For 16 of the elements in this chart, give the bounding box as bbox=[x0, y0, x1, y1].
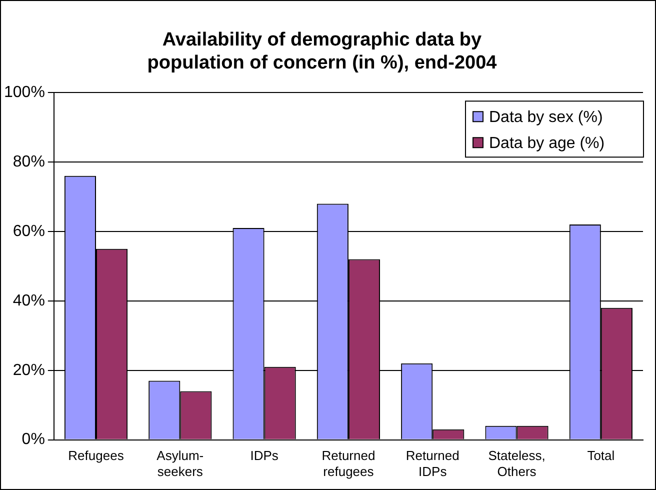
x-tick-label: Stateless, Others bbox=[488, 448, 546, 479]
chart-title: Availability of demographic data by population of concern (in %), end-2004 bbox=[147, 30, 498, 74]
y-tick-label: 100% bbox=[4, 84, 45, 102]
legend-label: Data by sex (%) bbox=[489, 109, 603, 126]
x-tick-label: Returned IDPs bbox=[406, 448, 460, 479]
x-tick-label: Total bbox=[587, 448, 615, 464]
legend-label: Data by age (%) bbox=[489, 135, 605, 152]
x-tick-label: Returned refugees bbox=[322, 448, 376, 479]
x-tick-label: Asylum- seekers bbox=[156, 448, 204, 479]
x-tick-label: IDPs bbox=[250, 448, 279, 464]
y-tick-label: 0% bbox=[22, 431, 45, 448]
y-tick-label: 80% bbox=[12, 153, 45, 170]
y-tick-label: 20% bbox=[12, 362, 45, 379]
y-tick-label: 60% bbox=[12, 222, 45, 240]
y-tick-label: 40% bbox=[12, 292, 45, 310]
x-tick-label: Refugees bbox=[68, 448, 124, 464]
